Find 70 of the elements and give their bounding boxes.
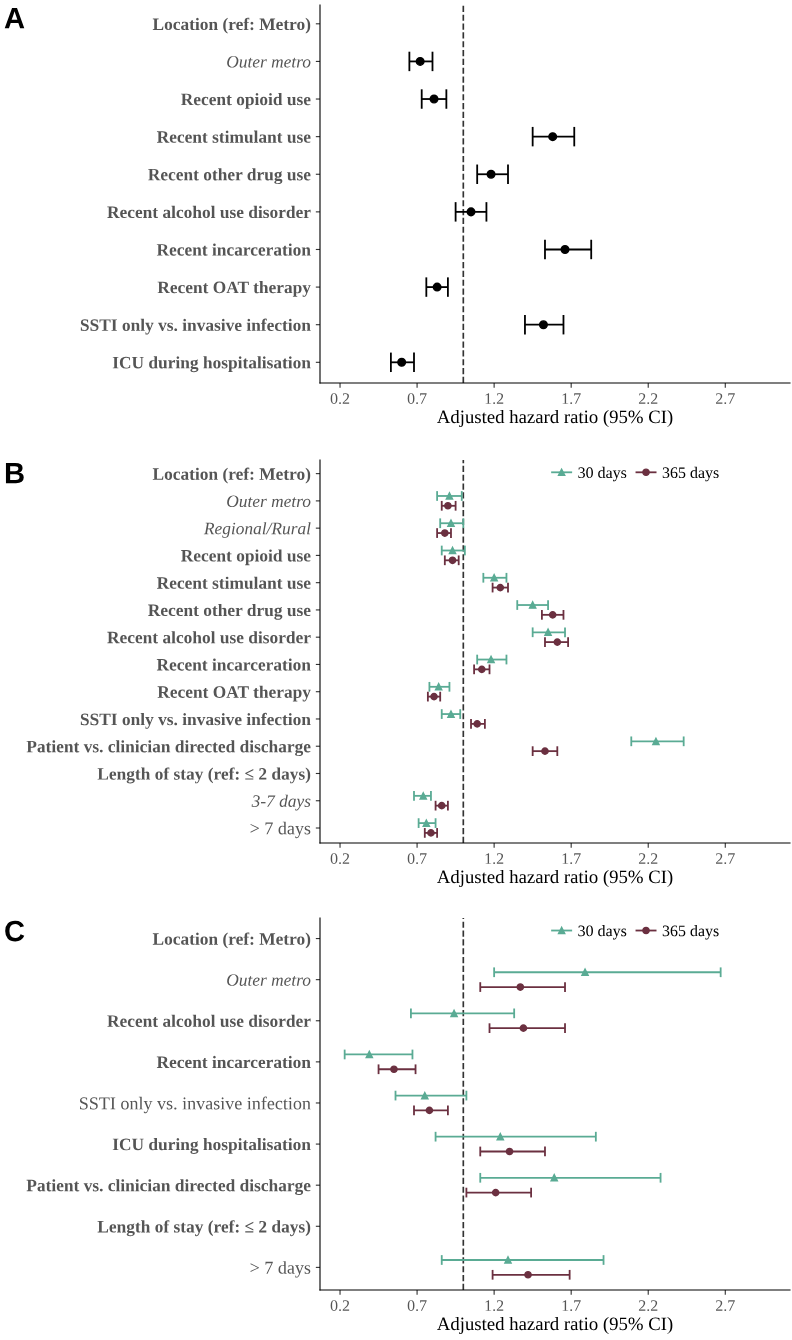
point bbox=[397, 357, 407, 367]
x-tick-label: 1.2 bbox=[485, 393, 504, 405]
x-axis-title: Adjusted hazard ratio (95% CI) bbox=[436, 869, 673, 887]
point bbox=[429, 94, 439, 104]
point bbox=[560, 244, 570, 254]
y-tick-label: 3-7 days bbox=[251, 794, 311, 811]
y-tick-label: > 7 days bbox=[250, 1261, 311, 1278]
y-tick-label: Patient vs. clinician directed discharge bbox=[26, 1179, 311, 1196]
y-tick-label: ICU during hospitalisation bbox=[112, 1138, 311, 1154]
y-tick-label: SSTI only vs. invasive infection bbox=[79, 1096, 311, 1114]
y-tick-label: Outer metro bbox=[227, 55, 311, 68]
legend-label: 30 days bbox=[578, 466, 627, 482]
x-tick-label: 2.7 bbox=[716, 853, 735, 865]
y-tick-label: Recent other drug use bbox=[148, 168, 311, 185]
x-axis-title: Adjusted hazard ratio (95% CI) bbox=[436, 409, 673, 427]
y-tick-label: Recent incarceration bbox=[156, 1055, 311, 1069]
point bbox=[415, 56, 425, 66]
y-tick-label: ICU during hospitalisation bbox=[112, 356, 311, 373]
text: B bbox=[5, 463, 24, 484]
y-tick-label: Recent opioid use bbox=[181, 549, 311, 566]
y-tick-label: Recent OAT therapy bbox=[157, 685, 311, 702]
x-tick-label: 2.7 bbox=[716, 393, 735, 405]
x-tick-label: 2.7 bbox=[716, 1300, 735, 1312]
x-tick-label: 1.2 bbox=[485, 1300, 504, 1312]
point bbox=[538, 320, 548, 330]
y-tick-label: Patient vs. clinician directed discharge bbox=[26, 740, 311, 757]
y-tick-label: Outer metro bbox=[227, 974, 311, 986]
point bbox=[548, 132, 558, 142]
y-tick-label: Recent other drug use bbox=[148, 603, 311, 620]
x-axis-title: Adjusted hazard ratio (95% CI) bbox=[436, 1316, 673, 1334]
y-tick-label: Recent alcohol use disorder bbox=[107, 1014, 311, 1027]
y-tick-label: Regional/Rural bbox=[203, 522, 311, 538]
text: A bbox=[4, 8, 25, 29]
y-tick-label: SSTI only vs. invasive infection bbox=[80, 318, 311, 335]
x-tick-label: 1.7 bbox=[562, 393, 581, 405]
y-tick-label: Recent alcohol use disorder bbox=[107, 205, 311, 219]
legend-label: 30 days bbox=[578, 925, 627, 940]
y-tick-label: Recent stimulant use bbox=[156, 576, 311, 589]
x-tick-label: 0.7 bbox=[407, 853, 427, 865]
legend-label: 365 days bbox=[662, 925, 719, 940]
y-tick-label: Recent OAT therapy bbox=[157, 281, 311, 297]
x-tick-label: 2.2 bbox=[638, 1300, 658, 1312]
x-tick-label: 1.7 bbox=[562, 853, 581, 865]
text: C bbox=[5, 920, 25, 942]
x-tick-label: 2.2 bbox=[638, 393, 658, 405]
y-tick-label: SSTI only vs. invasive infection bbox=[80, 712, 311, 729]
y-tick-label: Location (ref: Metro) bbox=[152, 932, 311, 949]
y-tick-label: Recent incarceration bbox=[156, 243, 311, 256]
x-tick-label: 0.2 bbox=[330, 1300, 350, 1312]
x-tick-label: 1.7 bbox=[562, 1300, 581, 1312]
y-tick-label: Length of stay (ref: ≤ 2 days) bbox=[97, 767, 311, 784]
x-tick-label: 0.2 bbox=[330, 393, 350, 405]
point bbox=[466, 207, 476, 217]
y-tick-label: Recent stimulant use bbox=[156, 130, 311, 143]
x-tick-label: 0.7 bbox=[407, 393, 427, 405]
y-tick-label: Recent incarceration bbox=[156, 658, 311, 671]
x-tick-label: 0.2 bbox=[330, 853, 350, 865]
x-tick-label: 2.2 bbox=[638, 853, 658, 865]
y-tick-label: Outer metro bbox=[227, 495, 311, 508]
x-tick-label: 1.2 bbox=[485, 853, 504, 865]
y-tick-label: Recent alcohol use disorder bbox=[107, 631, 311, 644]
legend-label: 365 days bbox=[662, 466, 719, 482]
x-tick-label: 0.7 bbox=[407, 1300, 427, 1312]
point bbox=[432, 282, 442, 292]
y-tick-label: Location (ref: Metro) bbox=[152, 467, 311, 484]
y-tick-label: Length of stay (ref: ≤ 2 days) bbox=[97, 1220, 311, 1237]
y-tick-label: Location (ref: Metro) bbox=[152, 17, 311, 34]
point bbox=[486, 169, 496, 179]
y-tick-label: Recent opioid use bbox=[181, 93, 311, 109]
y-tick-label: > 7 days bbox=[250, 821, 311, 839]
